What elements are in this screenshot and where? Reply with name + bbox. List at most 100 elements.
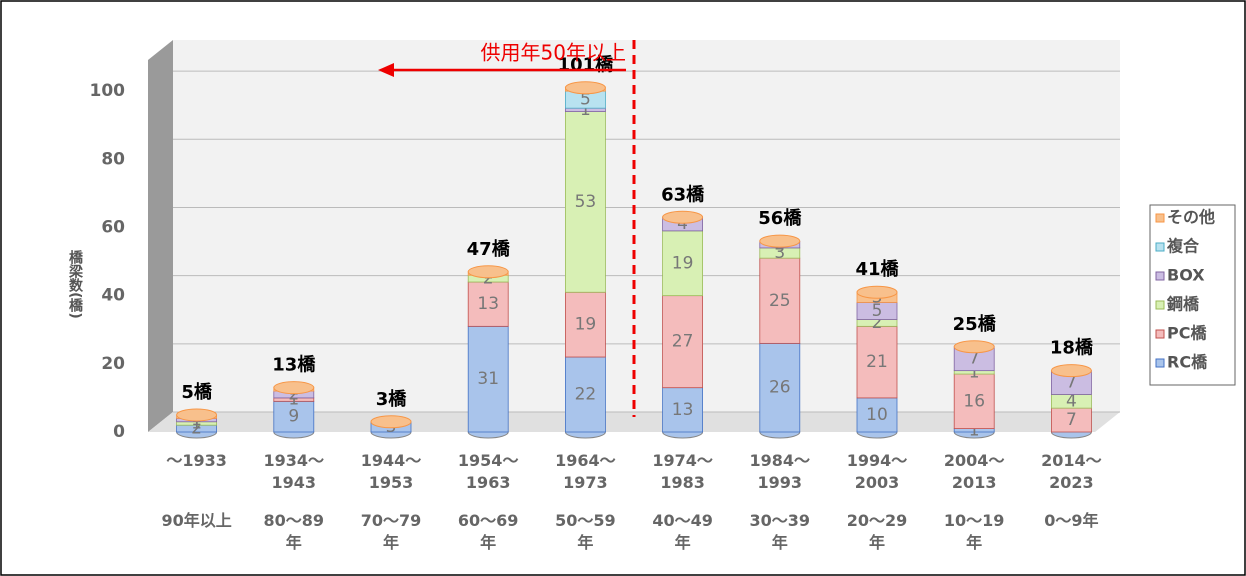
x-tick-label: 2004～ 2013 — [943, 451, 1005, 492]
segment-label: 5 — [580, 90, 591, 110]
segment-label: 1 — [288, 390, 299, 410]
legend-swatch — [1155, 271, 1165, 281]
segment-label: 2 — [483, 269, 494, 289]
y-tick-label: 80 — [101, 149, 125, 169]
segment-label: 13 — [672, 400, 694, 420]
total-label: 41橋 — [855, 258, 899, 280]
total-label: 13橋 — [272, 354, 316, 376]
cylinder-top — [856, 285, 898, 299]
age-label: 90年以上 — [161, 511, 232, 530]
age-label: 0～9年 — [1044, 511, 1099, 530]
segment-label: 10 — [866, 405, 888, 425]
side-wall — [148, 40, 173, 432]
legend-swatch — [1155, 242, 1165, 252]
segment-label: 7 — [1066, 373, 1077, 393]
segment-label: 25 — [769, 291, 791, 311]
total-label: 25橋 — [953, 313, 997, 335]
age-label: 30～39 年 — [749, 511, 811, 552]
age-label: 60～69 年 — [457, 511, 519, 552]
bar-segment — [565, 111, 606, 293]
y-tick-label: 20 — [101, 354, 125, 374]
total-label: 63橋 — [661, 183, 705, 205]
bar-segment — [856, 325, 898, 399]
total-label: 56橋 — [758, 207, 802, 229]
segment-label: 53 — [575, 192, 597, 212]
legend-label: その他 — [1167, 208, 1215, 227]
age-label: 50～59 年 — [555, 511, 616, 552]
legend-label: 複合 — [1166, 237, 1200, 256]
x-tick-label: 1944～ 1953 — [360, 451, 422, 492]
y-tick-label: 100 — [90, 81, 126, 101]
cylinder-top — [759, 234, 801, 248]
cylinder-top — [1050, 364, 1092, 378]
cylinder-top — [564, 81, 606, 95]
segment-label: 4 — [677, 214, 688, 234]
cylinder-top — [953, 340, 995, 354]
segment-label: 13 — [477, 294, 499, 314]
y-tick-label: 0 — [113, 422, 125, 442]
segment-label: 16 — [963, 391, 985, 411]
bar-segment — [856, 397, 898, 433]
segment-label: 5 — [872, 301, 883, 321]
segment-label: 7 — [1066, 410, 1077, 430]
segment-label: 2 — [872, 313, 883, 333]
x-tick-label: 1984～ 1993 — [749, 451, 811, 492]
total-label: 5橋 — [181, 381, 213, 403]
y-tick-label: 40 — [101, 286, 125, 306]
x-tick-label: 1994～ 2003 — [846, 451, 908, 492]
y-tick-label: 60 — [101, 217, 125, 237]
legend-label: BOX — [1167, 266, 1205, 285]
cylinder-top — [370, 415, 412, 429]
x-tick-label: 1964～ 1973 — [555, 451, 616, 492]
segment-label: 3 — [774, 243, 785, 263]
segment-label: 27 — [672, 332, 694, 352]
segment-label: 31 — [477, 369, 499, 389]
bar-segment — [565, 291, 606, 358]
cylinder-top — [662, 210, 704, 224]
segment-label: 1 — [969, 420, 980, 440]
legend-box — [1149, 204, 1236, 386]
bar-segment — [467, 325, 509, 433]
total-label: 3橋 — [376, 388, 408, 410]
total-label: 18橋 — [1050, 337, 1094, 359]
segment-label: 9 — [288, 407, 299, 427]
cylinder-top — [176, 408, 218, 422]
segment-label: 1 — [580, 100, 591, 120]
segment-label: 1 — [191, 413, 202, 433]
legend-swatch — [1155, 358, 1165, 368]
cylinder-top — [467, 265, 509, 279]
segment-label: 4 — [1066, 391, 1077, 411]
age-label: 10～19 年 — [943, 511, 1005, 552]
bar-segment — [565, 356, 606, 433]
age-label: 70～79 年 — [360, 511, 422, 552]
cylinder-top — [273, 381, 315, 395]
legend-label: 鋼橋 — [1166, 295, 1200, 314]
bar-segment — [662, 230, 703, 297]
segment-label: 19 — [672, 253, 694, 273]
x-tick-label: 2014～ 2023 — [1041, 451, 1102, 492]
legend-label: PC橋 — [1167, 324, 1207, 343]
bar-segment — [273, 400, 315, 433]
segment-label: 19 — [575, 315, 597, 335]
total-label: 47橋 — [467, 238, 511, 260]
x-tick-label: 1954～ 1963 — [457, 451, 519, 492]
y-axis-title: 橋梁数(橋) — [67, 249, 84, 318]
segment-label: 22 — [575, 385, 597, 405]
annotation: 供用年50年以上 — [481, 41, 626, 65]
segment-label: 21 — [866, 352, 888, 372]
age-label: 20～29 年 — [846, 511, 908, 552]
x-tick-label: 1934～ 1943 — [263, 451, 325, 492]
bar-segment — [467, 281, 509, 327]
segment-label: 7 — [969, 349, 980, 369]
legend-swatch — [1155, 213, 1165, 223]
legend-swatch — [1155, 329, 1165, 339]
age-label: 40～49 年 — [652, 511, 713, 552]
legend-label: RC橋 — [1167, 353, 1208, 372]
arrow-head — [378, 63, 394, 77]
age-label: 80～89 年 — [263, 511, 325, 552]
x-tick-label: ～1933 — [166, 451, 227, 470]
legend-swatch — [1155, 300, 1165, 310]
